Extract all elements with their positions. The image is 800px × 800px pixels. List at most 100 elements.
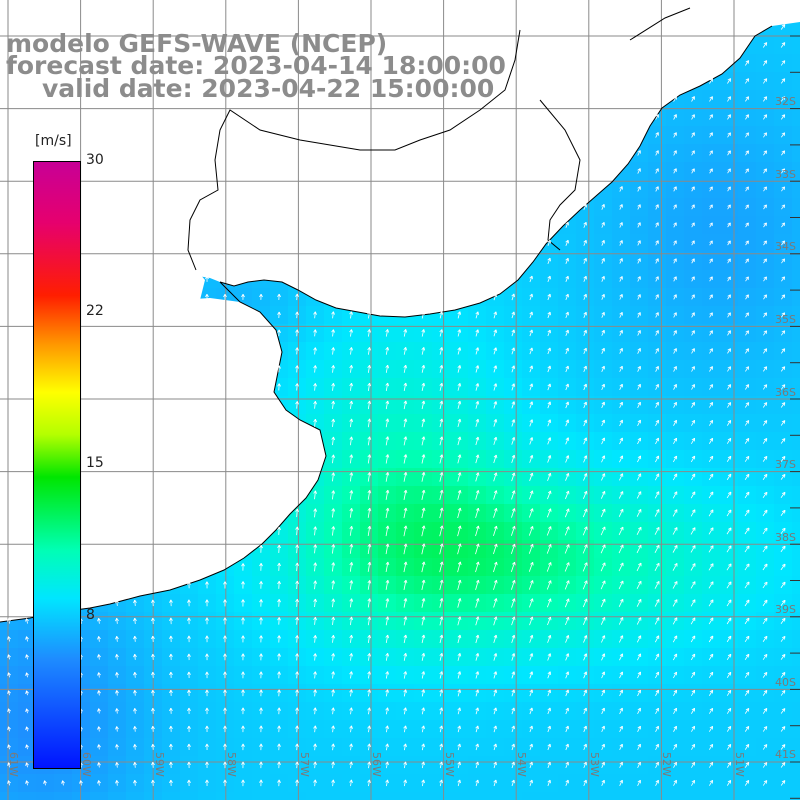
wind-vector — [691, 437, 696, 444]
wind-vector — [313, 653, 317, 661]
wind-vector — [709, 222, 713, 228]
wind-vector — [511, 598, 516, 608]
wind-vector — [708, 671, 714, 679]
wind-vector — [313, 311, 317, 319]
wind-vector — [511, 634, 516, 643]
wind-speed-cell — [252, 792, 270, 800]
wind-vector — [583, 257, 587, 264]
wind-vector — [780, 491, 786, 498]
wind-vector — [331, 743, 335, 751]
wind-vector — [367, 490, 372, 500]
wind-vector — [655, 276, 659, 282]
wind-vector — [439, 598, 444, 608]
wind-vector — [781, 204, 785, 210]
wind-vector — [475, 418, 480, 427]
wind-vector — [241, 581, 245, 589]
wind-speed-cell — [360, 792, 378, 800]
wind-vector — [313, 689, 317, 697]
wind-speed-cell — [180, 792, 198, 800]
wind-vector — [762, 762, 768, 768]
wind-speed-cell — [108, 792, 126, 800]
wind-vector — [475, 383, 480, 391]
wind-vector — [241, 563, 245, 571]
wind-vector — [673, 689, 677, 697]
wind-vector — [385, 329, 390, 337]
wind-vector — [169, 599, 173, 607]
wind-vector — [672, 545, 678, 553]
wind-speed-cell — [792, 216, 800, 234]
wind-vector — [457, 561, 462, 573]
wind-vector — [511, 347, 516, 355]
wind-vector — [97, 636, 101, 642]
wind-vector — [421, 689, 426, 697]
wind-speed-cell — [126, 792, 144, 800]
wind-vector — [421, 543, 426, 555]
wind-vector — [511, 311, 516, 319]
wind-vector — [708, 581, 714, 589]
wind-vector — [780, 473, 786, 480]
wind-vector — [727, 96, 731, 102]
wind-vector — [673, 294, 677, 300]
wind-vector — [331, 508, 336, 518]
wind-vector — [241, 599, 245, 607]
wind-vector — [385, 616, 390, 626]
wind-vector — [25, 636, 29, 642]
lat-label-34s: 34S — [775, 240, 796, 253]
wind-vector — [457, 653, 462, 661]
wind-speed-cell — [792, 594, 800, 612]
wind-vector — [637, 671, 642, 679]
wind-vector — [403, 725, 407, 733]
wind-vector — [565, 239, 569, 246]
wind-vector — [403, 689, 408, 697]
wind-vector — [349, 544, 354, 554]
wind-vector — [654, 473, 660, 481]
wind-vector — [331, 779, 335, 787]
wind-vector — [673, 132, 677, 138]
wind-vector — [475, 490, 480, 500]
wind-vector — [637, 168, 641, 174]
wind-vector — [709, 132, 713, 138]
wind-vector — [510, 561, 516, 572]
wind-vector — [600, 544, 606, 554]
wind-vector — [493, 436, 498, 445]
wind-vector — [295, 329, 299, 337]
wind-vector — [475, 436, 480, 446]
wind-vector — [618, 617, 624, 625]
wind-vector — [546, 562, 552, 572]
wind-vector — [654, 509, 660, 517]
wind-vector — [439, 689, 444, 697]
wind-vector — [709, 312, 713, 318]
wind-speed-cell — [18, 792, 36, 800]
wind-vector — [780, 24, 786, 30]
wind-vector — [708, 437, 714, 444]
wind-vector — [726, 617, 732, 625]
wind-vector — [762, 473, 768, 480]
wind-vector — [673, 258, 677, 264]
wind-vector — [295, 347, 299, 355]
wind-vector — [529, 365, 534, 373]
wind-vector — [133, 708, 137, 714]
wind-vector — [547, 689, 552, 697]
wind-speed-cell — [684, 792, 702, 800]
wind-vector — [781, 222, 785, 228]
wind-vector — [601, 365, 605, 372]
wind-vector — [762, 672, 768, 678]
wind-vector — [762, 78, 768, 84]
wind-vector — [744, 744, 750, 750]
wind-vector — [277, 365, 281, 373]
wind-vector — [367, 454, 372, 464]
lat-label-40s: 40S — [775, 676, 796, 689]
wind-vector — [619, 222, 623, 228]
wind-vector — [349, 365, 354, 373]
wind-vector — [744, 473, 750, 481]
wind-vector — [762, 744, 768, 750]
wind-vector — [619, 186, 623, 192]
wind-vector — [511, 671, 516, 679]
wind-speed-cell — [486, 792, 504, 800]
wind-vector — [744, 671, 750, 678]
wind-vector — [295, 617, 299, 625]
wind-speed-cell — [792, 324, 800, 342]
wind-vector — [439, 507, 444, 519]
wind-vector — [547, 275, 551, 283]
wind-vector — [583, 329, 587, 336]
